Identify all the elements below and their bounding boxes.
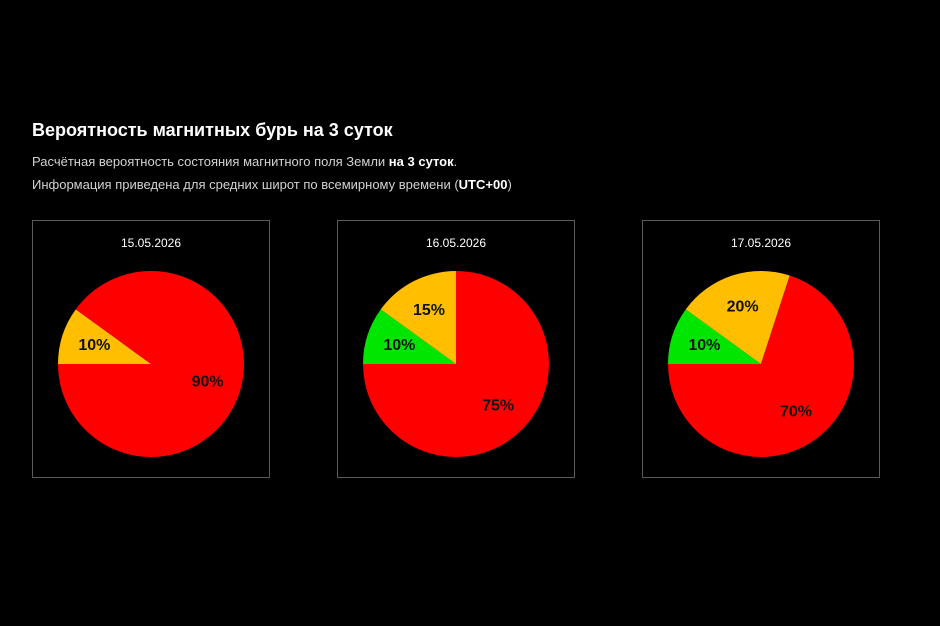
subtitle-line-1-bold: на 3 суток [388,154,454,169]
page-title: Вероятность магнитных бурь на 3 суток [32,120,393,140]
subtitle-line-2-bold: UTC+00 [458,177,508,192]
pie-slice-label: 75% [482,397,514,414]
subtitle-line-1-prefix: Расчётная вероятность состояния магнитно… [32,154,389,169]
forecast-date: 17.05.2026 [730,236,792,250]
pie-slice [363,271,549,457]
pie-slice [363,309,456,364]
subtitle-line-2-suffix: ) [507,177,512,192]
pie-slice-label: 90% [192,374,224,391]
pie-slice-label: 15% [413,302,445,319]
pie-slice [668,309,761,364]
pie-slice-label: 10% [688,337,720,354]
subtitle-line-2: Информация приведена для средних широт п… [32,177,512,192]
forecast-date: 16.05.2026 [425,236,487,250]
forecast-card-day-2: 16.05.2026 10% 15% 75% [337,220,575,478]
forecast-card-day-1: 15.05.2026 10% 90% [32,220,270,478]
pie-chart-day-1: 10% 90% [58,271,244,458]
pie-slice-label: 70% [780,403,812,420]
pie-slice [58,271,244,458]
pie-slice [668,275,854,457]
pie-chart-day-2: 10% 15% 75% [363,271,549,457]
pie-slice [685,270,790,364]
forecast-date: 15.05.2026 [120,236,182,250]
pie-slice [380,271,456,364]
subtitle-line-1-suffix: . [453,154,458,169]
pie-slice [58,309,151,364]
pie-chart-day-3: 10% 20% 70% [668,270,854,457]
pie-slice-label: 20% [727,299,759,316]
pie-slice-label: 10% [78,337,110,354]
subtitle-line-1: Расчётная вероятность состояния магнитно… [32,154,457,169]
forecast-card-day-3: 17.05.2026 10% 20% 70% [642,220,880,478]
subtitle-line-2-prefix: Информация приведена для средних широт п… [32,177,459,192]
pie-slice-label: 10% [383,337,415,354]
